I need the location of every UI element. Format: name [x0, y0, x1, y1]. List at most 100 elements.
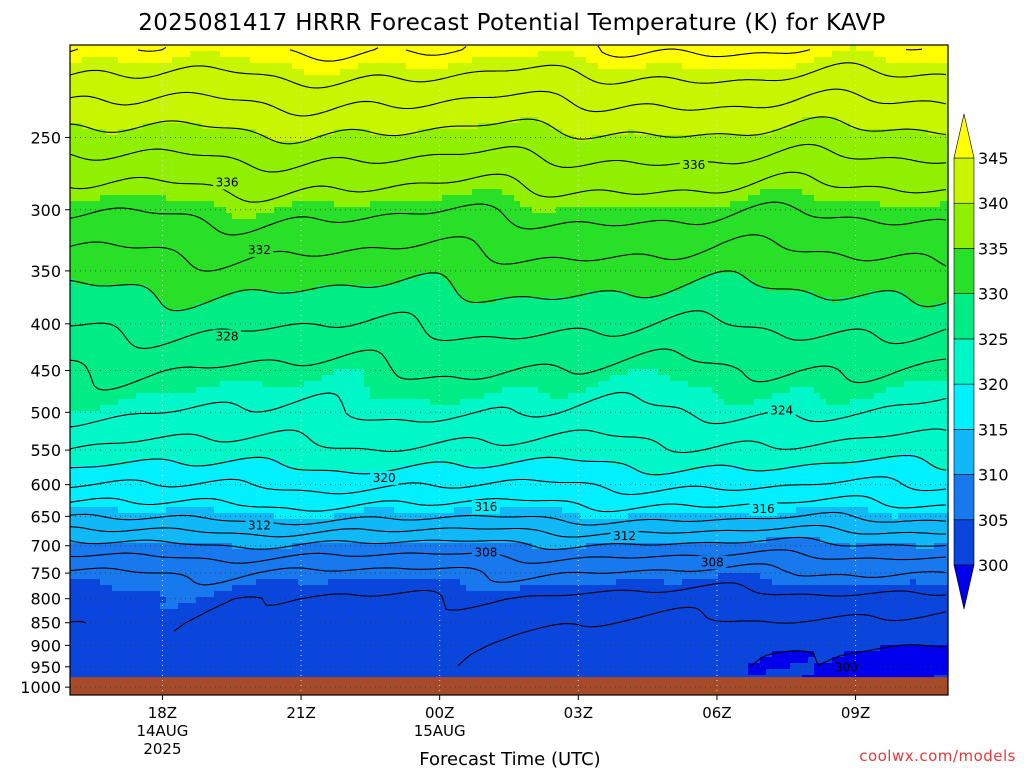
theta-fill-cell	[82, 75, 89, 82]
theta-fill-cell	[112, 603, 119, 610]
theta-fill-cell	[280, 177, 287, 184]
theta-fill-cell	[334, 435, 341, 442]
theta-fill-cell	[106, 213, 113, 220]
theta-fill-cell	[214, 189, 221, 196]
theta-fill-cell	[124, 423, 131, 430]
theta-fill-cell	[316, 471, 323, 478]
theta-fill-cell	[94, 303, 101, 310]
theta-fill-cell	[184, 453, 191, 460]
theta-fill-cell	[190, 507, 197, 514]
theta-fill-cell	[334, 45, 341, 52]
theta-fill-cell	[280, 525, 287, 532]
theta-fill-cell	[178, 471, 185, 478]
theta-fill-cell	[346, 651, 353, 658]
theta-fill-cell	[244, 147, 251, 154]
theta-fill-cell	[94, 645, 101, 652]
theta-fill-cell	[280, 501, 287, 508]
theta-fill-cell	[280, 249, 287, 256]
theta-fill-cell	[304, 609, 311, 616]
theta-fill-cell	[322, 159, 329, 166]
theta-fill-cell	[130, 207, 137, 214]
theta-fill-cell	[154, 645, 161, 652]
theta-fill-cell	[334, 489, 341, 496]
theta-fill-cell	[322, 603, 329, 610]
theta-fill-cell	[160, 351, 167, 358]
theta-fill-cell	[166, 429, 173, 436]
theta-fill-cell	[208, 249, 215, 256]
theta-fill-cell	[130, 111, 137, 118]
theta-fill-cell	[346, 585, 353, 592]
theta-fill-cell	[82, 171, 89, 178]
theta-fill-cell	[298, 483, 305, 490]
theta-fill-cell	[304, 441, 311, 448]
theta-fill-cell	[208, 159, 215, 166]
theta-fill-cell	[88, 585, 95, 592]
theta-fill-cell	[88, 129, 95, 136]
theta-fill-cell	[190, 219, 197, 226]
theta-fill-cell	[70, 57, 77, 64]
theta-fill-cell	[274, 189, 281, 196]
theta-fill-cell	[166, 387, 173, 394]
theta-fill-cell	[280, 141, 287, 148]
theta-fill-cell	[214, 537, 221, 544]
theta-fill-cell	[184, 477, 191, 484]
theta-fill-cell	[262, 105, 269, 112]
theta-fill-cell	[208, 615, 215, 622]
theta-fill-cell	[166, 219, 173, 226]
theta-fill-cell	[268, 627, 275, 634]
theta-fill-cell	[196, 345, 203, 352]
theta-fill-cell	[220, 591, 227, 598]
theta-fill-cell	[112, 339, 119, 346]
theta-fill-cell	[106, 627, 113, 634]
theta-fill-cell	[184, 639, 191, 646]
theta-fill-cell	[346, 111, 353, 118]
theta-fill-cell	[184, 603, 191, 610]
theta-fill-cell	[244, 627, 251, 634]
theta-fill-cell	[166, 465, 173, 472]
theta-fill-cell	[148, 321, 155, 328]
theta-fill-cell	[184, 597, 191, 604]
theta-fill-cell	[88, 579, 95, 586]
theta-fill-cell	[130, 153, 137, 160]
theta-fill-cell	[112, 489, 119, 496]
theta-fill-cell	[100, 345, 107, 352]
theta-fill-cell	[244, 459, 251, 466]
theta-fill-cell	[322, 369, 329, 376]
theta-fill-cell	[346, 465, 353, 472]
theta-fill-cell	[238, 243, 245, 250]
theta-fill-cell	[130, 57, 137, 64]
theta-fill-cell	[316, 327, 323, 334]
theta-fill-cell	[316, 207, 323, 214]
theta-fill-cell	[112, 399, 119, 406]
theta-fill-cell	[178, 537, 185, 544]
theta-fill-cell	[88, 333, 95, 340]
theta-fill-cell	[106, 57, 113, 64]
theta-fill-cell	[286, 261, 293, 268]
theta-fill-cell	[298, 63, 305, 70]
theta-fill-cell	[280, 309, 287, 316]
theta-fill-cell	[148, 249, 155, 256]
theta-fill-cell	[70, 87, 77, 94]
theta-fill-cell	[346, 117, 353, 124]
theta-fill-cell	[250, 381, 257, 388]
theta-fill-cell	[274, 153, 281, 160]
theta-fill-cell	[202, 669, 209, 676]
theta-fill-cell	[292, 471, 299, 478]
theta-fill-cell	[112, 75, 119, 82]
theta-fill-cell	[274, 261, 281, 268]
theta-fill-cell	[130, 357, 137, 364]
theta-fill-cell	[82, 285, 89, 292]
theta-fill-cell	[226, 573, 233, 580]
theta-fill-cell	[316, 555, 323, 562]
theta-fill-cell	[244, 219, 251, 226]
theta-fill-cell	[316, 75, 323, 82]
theta-fill-cell	[136, 267, 143, 274]
theta-fill-cell	[268, 321, 275, 328]
theta-fill-cell	[328, 627, 335, 634]
theta-fill-cell	[268, 207, 275, 214]
theta-fill-cell	[274, 579, 281, 586]
theta-fill-cell	[184, 507, 191, 514]
theta-fill-cell	[130, 87, 137, 94]
theta-fill-cell	[334, 285, 341, 292]
theta-fill-cell	[268, 231, 275, 238]
